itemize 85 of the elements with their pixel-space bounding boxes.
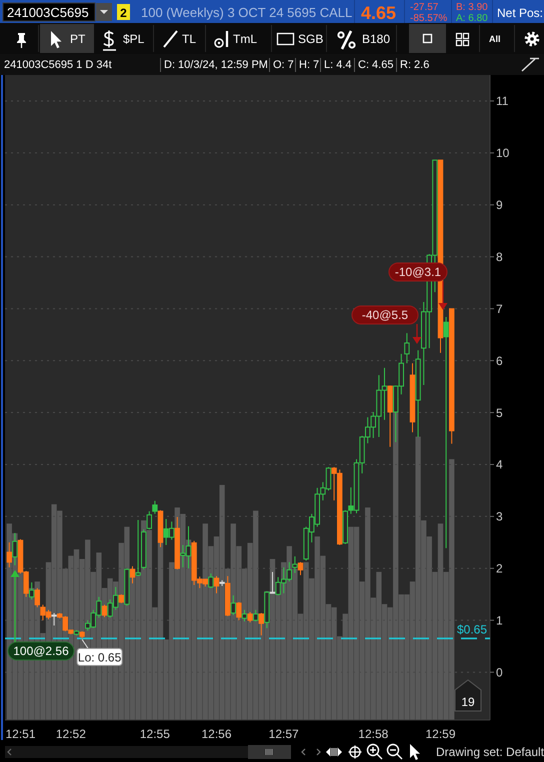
text: B: 3.90	[456, 2, 488, 13]
text: TmL	[233, 32, 258, 46]
candlestick	[443, 316, 449, 549]
y-tick-label: 11	[496, 94, 509, 108]
candlestick	[102, 604, 108, 618]
candlestick	[146, 510, 152, 530]
candlestick	[404, 332, 410, 364]
text: Drawing set: Default	[436, 745, 544, 759]
text: L: 4.4	[324, 59, 352, 71]
x-tick-label: 12:55	[140, 727, 170, 741]
annotation: 100@2.56	[13, 644, 70, 658]
candlestick	[292, 556, 298, 574]
text: H: 7	[299, 59, 320, 71]
candlestick	[225, 576, 230, 617]
chart-subtitle: 241003C5695 1 D 34t	[4, 59, 112, 71]
candlestick	[51, 612, 57, 626]
text: -85.57%	[410, 13, 448, 24]
candlestick	[247, 611, 253, 623]
candlestick	[410, 362, 416, 433]
x-tick-label: 12:52	[56, 727, 86, 741]
candlestick	[74, 630, 80, 636]
candlestick	[219, 580, 225, 587]
x-tick-label: 12:57	[268, 727, 300, 741]
candlestick	[141, 528, 146, 570]
candlestick	[152, 500, 158, 514]
x-tick-label: 12:56	[201, 727, 232, 741]
y-tick-label: 6	[496, 354, 503, 368]
y-tick-label: 7	[496, 302, 503, 316]
text: 241003C5695	[7, 5, 89, 20]
annotation: -40@5.5	[362, 308, 408, 322]
candlestick	[6, 542, 12, 568]
text: PT	[70, 32, 86, 46]
candlestick	[387, 385, 393, 448]
candlestick	[298, 562, 304, 576]
candlestick	[118, 594, 124, 604]
candlestick	[242, 609, 248, 622]
candlestick	[34, 588, 40, 608]
y-tick-label: 4	[496, 458, 503, 472]
candlestick	[124, 568, 130, 606]
text: O: 7	[273, 59, 294, 71]
candlestick	[230, 594, 236, 616]
y-tick-label: 10	[496, 146, 510, 160]
candlestick	[258, 612, 264, 636]
text: $PL	[123, 32, 145, 46]
x-tick-label: 12:59	[425, 727, 456, 741]
y-tick-label: 3	[496, 510, 503, 524]
text: TL	[182, 32, 196, 46]
annotation: -10@3.1	[394, 265, 442, 279]
text: A: 6.80	[456, 13, 488, 24]
text: 2	[120, 6, 128, 20]
text: SGB	[298, 32, 324, 46]
candlestick	[12, 532, 18, 566]
ref-line-label: $0.65	[456, 622, 488, 636]
candlestick	[342, 510, 348, 544]
candlestick	[253, 609, 258, 622]
y-tick-label: 8	[496, 250, 503, 264]
candlestick	[29, 582, 34, 600]
text: All	[489, 34, 501, 44]
text: Net Pos:	[497, 6, 544, 20]
text: B180	[362, 32, 390, 46]
text: D: 10/3/24, 12:59 PM	[164, 59, 268, 71]
candlestick	[208, 573, 214, 589]
text: 4.65	[361, 3, 396, 23]
text: -27.57	[410, 2, 439, 13]
candlestick	[130, 566, 136, 584]
candlestick	[174, 516, 180, 570]
y-tick-label: 2	[496, 562, 503, 576]
y-tick-label: 9	[496, 198, 503, 212]
candlestick	[214, 576, 220, 594]
candlestick	[79, 630, 85, 639]
text: R: 2.6	[400, 59, 430, 71]
candlestick	[264, 590, 270, 629]
chart-title: 100 (Weeklys) 3 OCT 24 5695 CALL	[141, 5, 352, 20]
y-tick-label: 5	[496, 406, 503, 420]
y-tick-label: 0	[496, 665, 503, 680]
candlestick	[236, 602, 242, 621]
text: 19	[461, 695, 475, 709]
text: C: 4.65	[358, 59, 394, 71]
candlestick	[270, 571, 276, 594]
candlestick	[449, 308, 454, 444]
candlestick	[415, 350, 421, 438]
candlestick	[158, 510, 164, 548]
x-tick-label: 12:51	[5, 727, 36, 741]
y-tick-label: 1	[496, 613, 503, 628]
x-tick-label: 12:58	[358, 727, 389, 741]
